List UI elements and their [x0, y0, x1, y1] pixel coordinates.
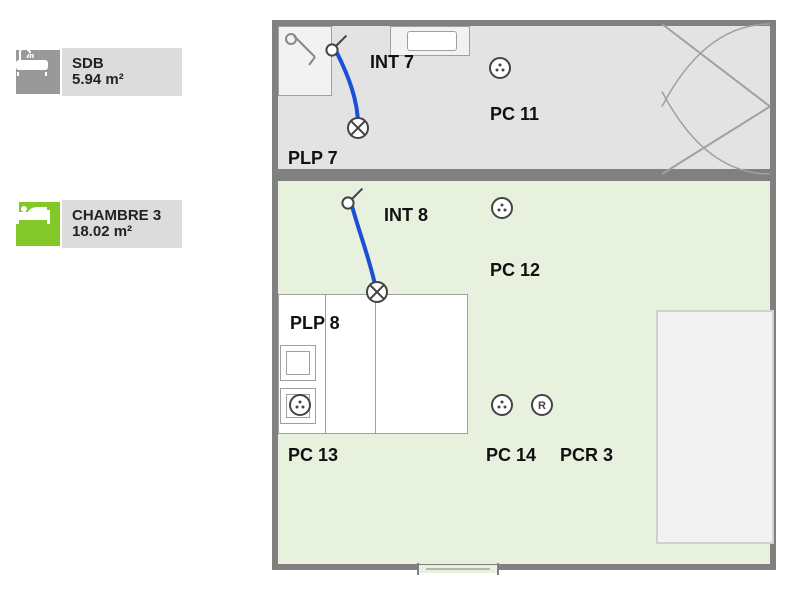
wall-opening — [418, 563, 498, 575]
label-pcr3: PCR 3 — [560, 445, 613, 466]
symbol-plp7-lamp — [348, 118, 368, 138]
wire-int7-plp7 — [337, 53, 358, 125]
legend-sdb: SDB 5.94 m² — [14, 48, 192, 96]
label-int8: INT 8 — [384, 205, 428, 226]
legend-sdb-area: 5.94 m² — [72, 72, 172, 89]
legend-sdb-name: SDB — [72, 56, 172, 73]
label-plp7: PLP 7 — [288, 148, 338, 169]
symbol-pcr3-net: R — [532, 395, 552, 415]
label-plp8: PLP 8 — [290, 313, 340, 334]
symbol-int8-sw — [342, 189, 362, 209]
legend-chambre-area: 18.02 m² — [72, 224, 172, 241]
wires-group — [337, 53, 376, 289]
symbol-pc13-sock — [290, 395, 310, 415]
wire-int8-plp8 — [352, 206, 376, 289]
symbol-pc14-sock — [492, 395, 512, 415]
label-pc14: PC 14 — [486, 445, 536, 466]
label-pc13: PC 13 — [288, 445, 338, 466]
door-arc — [662, 24, 770, 174]
bath-icon — [14, 48, 62, 96]
bed-icon — [14, 200, 62, 248]
label-pc11: PC 11 — [490, 104, 539, 125]
symbol-pc12-sock — [492, 198, 512, 218]
label-int7: INT 7 — [370, 52, 414, 73]
label-pc12: PC 12 — [490, 260, 540, 281]
symbol-int7-sw — [326, 36, 346, 56]
symbol-pc11-sock — [490, 58, 510, 78]
legend-chambre: CHAMBRE 3 18.02 m² — [14, 200, 192, 248]
svg-text:R: R — [538, 400, 546, 412]
symbol-plp8-lamp — [367, 282, 387, 302]
legend-chambre-name: CHAMBRE 3 — [72, 208, 172, 225]
